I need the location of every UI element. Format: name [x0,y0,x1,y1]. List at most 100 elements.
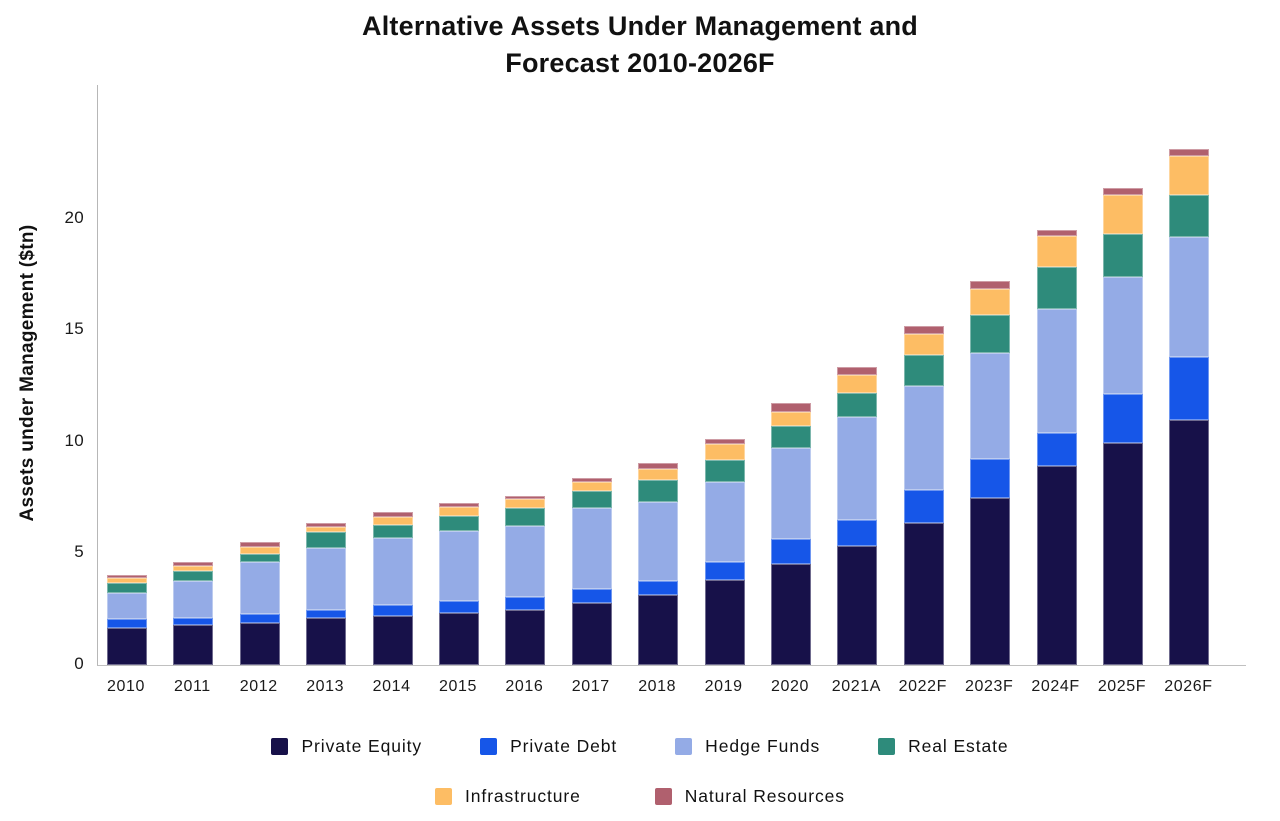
bar-segment-private-equity [1103,443,1143,665]
bar-segment-real-estate [970,314,1011,353]
stacked-bar-2015 [439,503,479,665]
bar-segment-private-debt [837,520,878,546]
bar-segment-private-equity [239,622,280,665]
x-tick-label-2011: 2011 [173,678,211,695]
bar-segment-natural-resources [1036,230,1077,236]
bar-segment-hedge-funds [107,592,147,620]
bar-segment-private-debt [1103,393,1143,444]
bar-segment-infrastructure [1103,195,1143,235]
legend-item-private-equity: Private Equity [271,736,422,757]
bar-segment-infrastructure [306,526,347,533]
bar-segment-private-equity [1169,419,1210,665]
bar-segment-hedge-funds [837,417,878,521]
bar-segment-infrastructure [970,289,1011,315]
x-tick-label-2018: 2018 [638,678,677,695]
y-tick-label: 5 [74,542,84,562]
bar-segment-private-debt [239,613,280,623]
stacked-bar-2022F [903,325,944,665]
stacked-bar-2017 [571,477,612,665]
bar-segment-real-estate [771,426,811,448]
stacked-bar-2014 [372,512,413,665]
bar-segment-hedge-funds [173,581,214,619]
stacked-bar-2023F [970,281,1011,665]
legend-swatch-infrastructure [435,788,453,805]
legend-row-1: Private Equity Private Debt Hedge Funds Rea… [0,736,1280,757]
bar-segment-natural-resources [837,367,878,376]
legend-swatch-private-debt [480,738,498,755]
x-tick-label-2019: 2019 [704,678,743,695]
bar-segment-real-estate [1169,195,1210,237]
bar-segment-hedge-funds [1103,276,1143,394]
bar-segment-natural-resources [306,523,347,527]
stacked-bar-2024F [1036,230,1077,665]
bar-segment-infrastructure [239,546,280,554]
x-tick-label-2017: 2017 [571,678,610,695]
bar-segment-private-debt [638,581,679,595]
stacked-bar-2025F [1103,187,1143,665]
y-tick-label: 15 [64,319,84,339]
bar-segment-infrastructure [1169,156,1210,196]
stacked-bar-2026F [1169,148,1210,665]
bar-segment-real-estate [837,392,878,418]
bar-segment-private-equity [638,594,679,665]
bar-segment-real-estate [372,524,413,538]
stacked-bar-2011 [173,562,214,665]
bar-segment-hedge-funds [571,507,612,590]
stacked-bar-2013 [306,523,347,665]
x-tick-label-2020: 2020 [771,678,809,695]
legend-swatch-natural-resources [654,788,672,805]
bar-segment-private-debt [1169,357,1210,420]
bar-segment-private-equity [173,624,214,665]
legend-item-hedge-funds: Hedge Funds [675,736,820,757]
legend-label: Private Debt [510,736,618,756]
x-tick-label-2012: 2012 [239,678,278,695]
x-tick-label-2015: 2015 [439,678,477,695]
x-tick-label-2025F: 2025F [1097,678,1147,695]
bar-segment-hedge-funds [439,531,479,602]
bar-segment-real-estate [638,479,679,503]
legend-item-infrastructure: Infrastructure [435,786,581,807]
bar-segment-natural-resources [571,477,612,483]
bar-segment-infrastructure [1036,235,1077,267]
stacked-bar-2021A [837,367,878,665]
chart-title: Alternative Assets Under Management and … [0,8,1280,82]
bar-segment-private-debt [372,604,413,616]
plot-area [97,85,1246,666]
bar-segment-private-equity [903,523,944,665]
x-tick-label-2023F: 2023F [965,678,1014,695]
bar-segment-private-equity [372,615,413,665]
bar-segment-natural-resources [107,574,147,579]
bar-segment-natural-resources [903,325,944,334]
bar-segment-natural-resources [439,503,479,507]
bar-segment-hedge-funds [372,537,413,605]
legend-item-real-estate: Real Estate [878,736,1008,757]
bar-segment-private-debt [107,619,147,629]
bar-segment-natural-resources [505,495,546,499]
legend-item-natural-resources: Natural Resources [654,786,845,807]
legend-label: Infrastructure [465,786,581,806]
bar-segment-hedge-funds [306,547,347,611]
bar-segment-hedge-funds [1036,309,1077,434]
bar-segment-hedge-funds [903,386,944,490]
bar-segment-private-debt [571,589,612,603]
bar-segment-natural-resources [1169,148,1210,157]
bar-segment-infrastructure [505,498,546,508]
chart-title-line1: Alternative Assets Under Management and [362,11,918,41]
stacked-bar-2018 [638,463,679,665]
legend-label: Private Equity [301,736,423,756]
bar-segment-hedge-funds [771,447,811,539]
bar-segment-infrastructure [837,375,878,393]
bar-segment-private-equity [107,628,147,665]
bar-segment-infrastructure [704,444,745,460]
stacked-bar-2019 [704,438,745,665]
bar-segment-infrastructure [107,578,147,583]
legend-label: Hedge Funds [705,736,821,756]
bar-segment-infrastructure [439,506,479,516]
legend-row-2: Infrastructure Natural Resources [0,786,1280,807]
bar-segment-infrastructure [372,516,413,525]
bar-segment-private-debt [439,601,479,613]
bar-segment-real-estate [505,507,546,526]
bar-segment-infrastructure [638,468,679,480]
bar-segment-infrastructure [771,411,811,427]
bar-segment-private-equity [837,545,878,665]
